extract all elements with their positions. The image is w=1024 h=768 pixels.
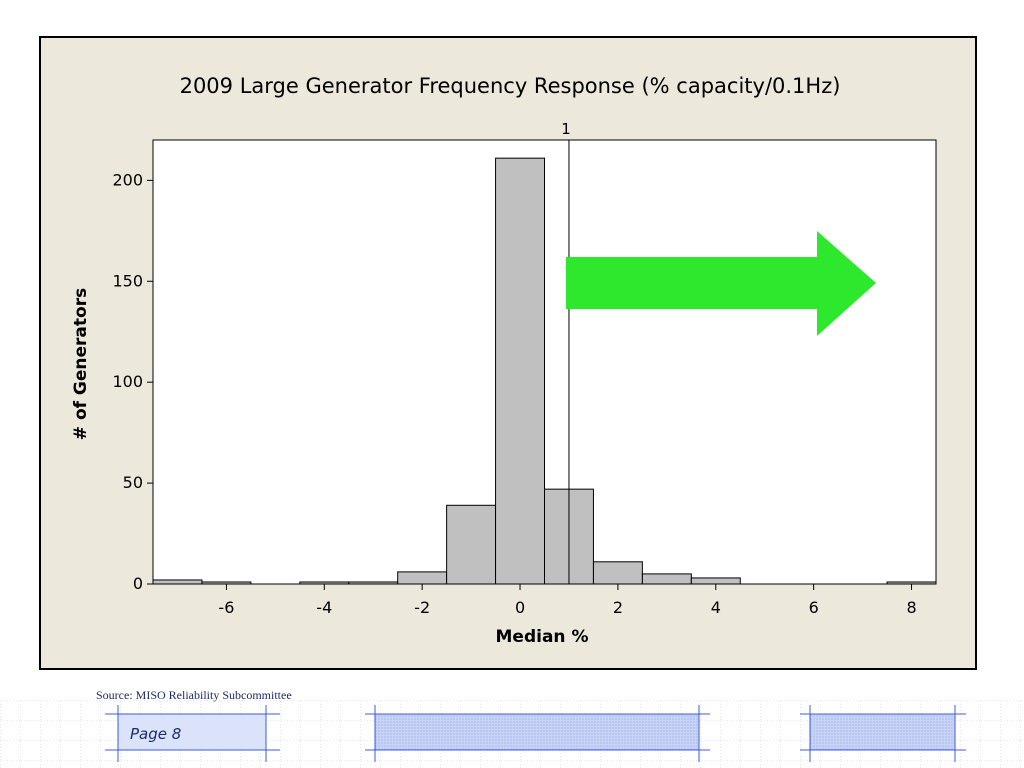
histogram-bar [348, 581, 399, 585]
histogram-bar [495, 157, 545, 585]
right-arrow-icon [566, 231, 876, 336]
histogram-bar [641, 573, 692, 585]
x-tick-label: 2 [613, 598, 623, 617]
footer-bar-middle [365, 705, 710, 762]
x-tick-label: -6 [218, 598, 234, 617]
y-tick-label: 150 [112, 271, 143, 290]
footer-decoration [0, 700, 1024, 768]
y-tick-label: 100 [112, 372, 143, 391]
reference-line-label: 1 [561, 120, 571, 138]
histogram-bar [592, 561, 643, 585]
y-tick-label: 50 [123, 473, 143, 492]
x-axis-label: Median % [496, 627, 589, 647]
x-tick-label: 8 [906, 598, 916, 617]
y-axis: 0 50 100 150 200 [112, 170, 153, 593]
histogram-bar [201, 581, 252, 585]
x-tick-label: 6 [809, 598, 819, 617]
reference-line: 1 [561, 120, 571, 584]
x-tick-label: -2 [414, 598, 430, 617]
x-axis: -6 -4 -2 0 2 4 6 8 [218, 584, 917, 617]
x-tick-label: -4 [316, 598, 332, 617]
page-number: Page 8 [130, 725, 182, 743]
page-box [105, 705, 280, 762]
histogram-bar [886, 581, 937, 585]
histogram-chart: 2009 Large Generator Frequency Response … [71, 74, 937, 647]
x-tick-label: 4 [711, 598, 721, 617]
histogram-bar [299, 581, 350, 585]
chart-frame: 2009 Large Generator Frequency Response … [39, 36, 977, 670]
histogram-bar [152, 579, 203, 585]
y-axis-label: # of Generators [71, 288, 91, 440]
y-tick-label: 0 [133, 574, 143, 593]
histogram-bar [397, 571, 448, 585]
histogram-bar [690, 577, 741, 585]
source-note: Source: MISO Reliability Subcommittee [96, 688, 292, 702]
chart-title: 2009 Large Generator Frequency Response … [180, 74, 841, 98]
footer-bar-right [800, 705, 966, 762]
x-tick-label: 0 [515, 598, 525, 617]
y-tick-label: 200 [112, 170, 143, 189]
histogram-bar [446, 504, 497, 585]
